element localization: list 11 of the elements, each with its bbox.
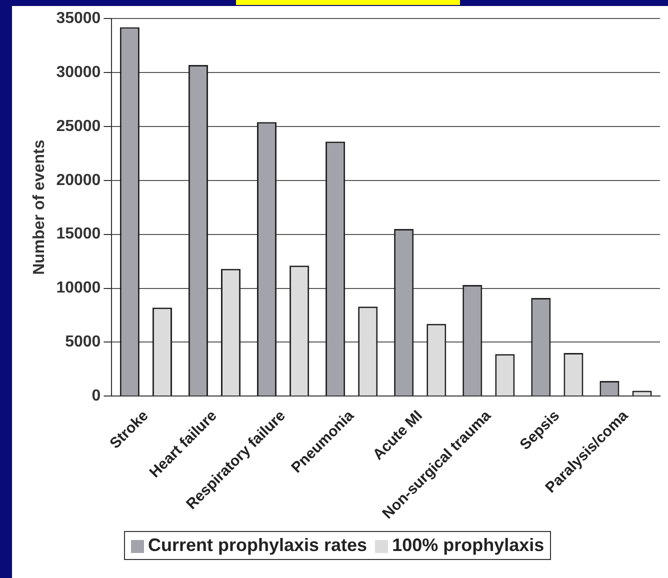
- legend-label: 100% prophylaxis: [391, 535, 544, 556]
- y-tick-label: 20000: [56, 172, 101, 189]
- y-tick-label: 30000: [56, 64, 101, 81]
- y-tick-label: 15000: [56, 226, 101, 243]
- y-axis-title: Number of events: [31, 140, 48, 275]
- y-tick-label: 5000: [65, 334, 101, 351]
- y-tick-label: 0: [92, 388, 101, 405]
- legend-label: Current prophylaxis rates: [147, 535, 368, 556]
- y-tick-label: 35000: [56, 10, 101, 28]
- y-tick-label: 25000: [56, 118, 101, 135]
- y-tick-label: 10000: [56, 280, 101, 297]
